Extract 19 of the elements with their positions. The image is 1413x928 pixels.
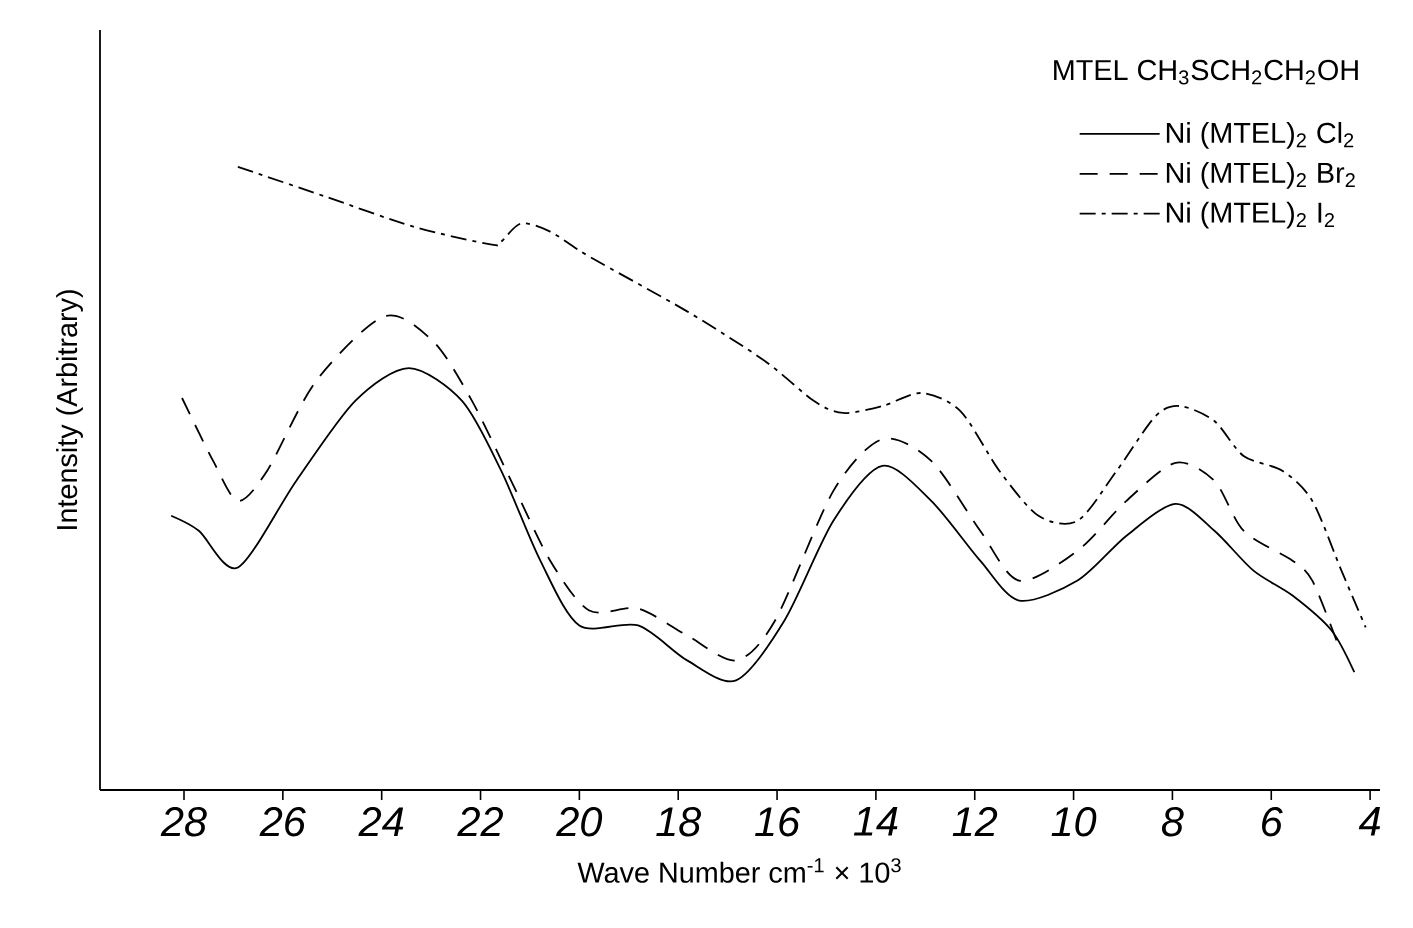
x-tick-label: 26 [259,807,306,837]
x-tick-label: 20 [556,807,603,837]
x-tick-label: 18 [656,807,702,837]
x-tick-label: 6 [1262,807,1283,837]
legend-title: MTEL CH$_{3}$SCH$_{2}$CH$_{2}$OH [1054,59,1358,85]
x-tick-label: 16 [755,807,801,837]
legend-label: Ni (MTEL)$_{2}$ I$_{2}$ [1166,201,1335,229]
x-tick-label: 12 [952,807,998,837]
y-axis-title: Intensity (Arbitrary) [56,290,83,529]
x-tick-label: 22 [457,807,503,837]
x-tick-label: 28 [160,807,207,837]
legend-label: Ni (MTEL)$_{2}$ Br$_{2}$ [1166,161,1355,189]
x-tick-label: 10 [1051,807,1097,837]
x-tick-label: 14 [853,807,898,836]
legend-label: Ni (MTEL)$_{2}$ Cl$_{2}$ [1166,122,1354,149]
x-tick-label: 24 [358,807,404,837]
x-tick-label: 4 [1358,807,1381,836]
x-tick-label: 8 [1161,807,1184,837]
x-axis-title: Wave Number cm$^{-1}$ × 10$^{3}$ [577,858,901,883]
